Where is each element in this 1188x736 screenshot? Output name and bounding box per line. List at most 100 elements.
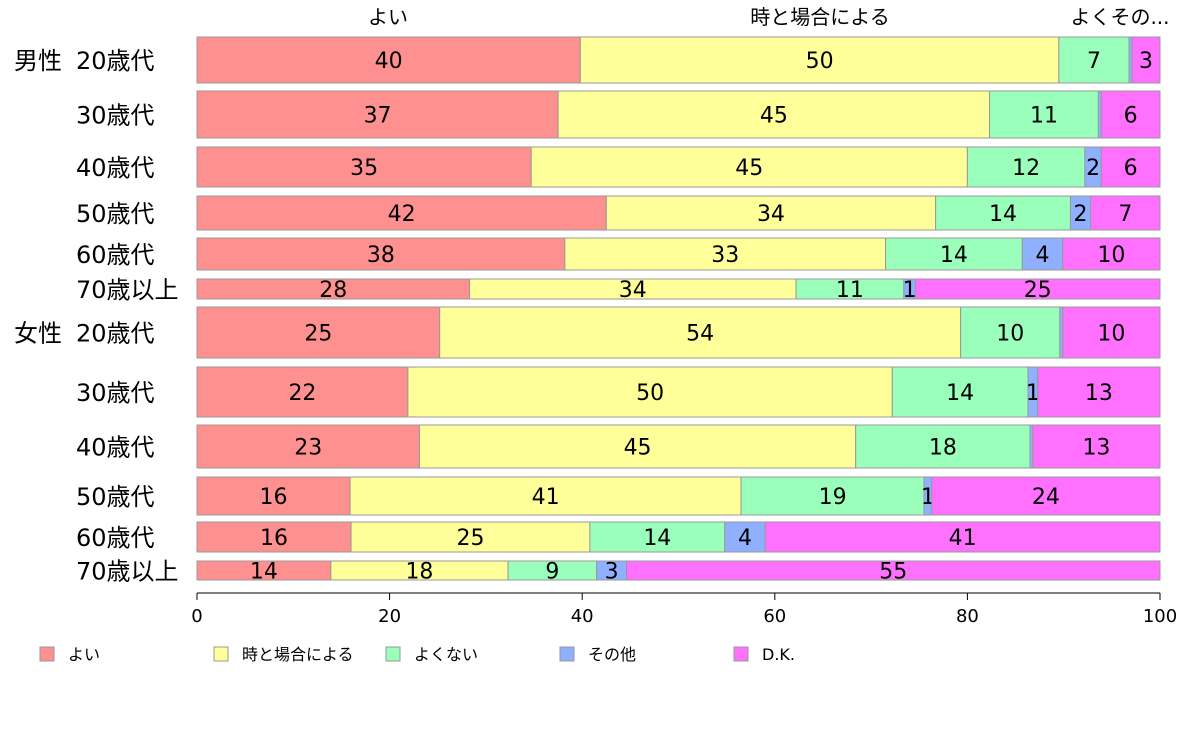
category-label: 20歳代 xyxy=(76,47,155,75)
data-label: 34 xyxy=(757,202,785,227)
x-tick-label: 0 xyxy=(191,606,202,627)
bar-segment xyxy=(885,237,1023,271)
data-label: 28 xyxy=(319,278,347,303)
bar-segment xyxy=(740,476,925,516)
bar-segment xyxy=(439,306,962,359)
bar-segment xyxy=(989,90,1099,139)
data-label: 54 xyxy=(686,322,714,347)
bar-segment xyxy=(196,195,607,231)
data-label: 34 xyxy=(619,278,647,303)
data-label: 10 xyxy=(1097,243,1125,268)
data-label: 50 xyxy=(806,49,834,74)
bar-segment xyxy=(1131,36,1161,84)
data-label: 25 xyxy=(1024,278,1052,303)
category-label: 20歳代 xyxy=(76,320,155,348)
data-label: 13 xyxy=(1082,436,1110,461)
bar-segment xyxy=(724,521,766,553)
category-label: 50歳代 xyxy=(76,483,155,511)
legend-label: D.K. xyxy=(762,645,795,664)
legend-swatch xyxy=(733,646,749,662)
legend-swatch xyxy=(559,646,575,662)
data-label: 2 xyxy=(1074,202,1088,227)
bar-segment xyxy=(1100,146,1161,188)
x-tick-label: 20 xyxy=(378,606,401,627)
group-label: 男性 xyxy=(14,47,62,75)
data-label: 16 xyxy=(260,485,288,510)
bar-segment xyxy=(196,237,566,271)
legend-label: よくない xyxy=(414,645,478,664)
x-tick-label: 40 xyxy=(571,606,594,627)
data-label: 50 xyxy=(636,381,664,406)
bar-segment xyxy=(196,366,409,418)
group-label: 女性 xyxy=(14,320,62,348)
data-label: 9 xyxy=(545,560,559,585)
legend-swatch xyxy=(213,646,229,662)
data-label: 18 xyxy=(405,560,433,585)
data-label: 38 xyxy=(367,243,395,268)
category-label: 30歳代 xyxy=(76,379,155,407)
bars: 40 50 7 337 45 11 635 45 12 2 642 34 14 2 738 33 14 4 1028… xyxy=(196,36,1161,585)
data-label: 7 xyxy=(1118,202,1132,227)
category-label: 60歳代 xyxy=(76,524,155,552)
data-label: 16 xyxy=(260,526,288,551)
bar-segment xyxy=(196,424,420,469)
data-label: 2 xyxy=(1086,156,1100,181)
bar-segment xyxy=(625,560,1161,581)
legend-swatch xyxy=(39,646,55,662)
data-label: 55 xyxy=(879,560,907,585)
data-label: 12 xyxy=(1012,156,1040,181)
top-labels: よい 時と場合による よくその... xyxy=(368,5,1170,29)
data-label: 14 xyxy=(946,381,974,406)
bar-segment xyxy=(196,306,441,359)
bar-segment xyxy=(1062,306,1161,359)
data-label: 25 xyxy=(304,322,332,347)
data-label: 40 xyxy=(375,49,403,74)
bar-segment xyxy=(966,146,1086,188)
data-label: 19 xyxy=(819,485,847,510)
legend-swatch xyxy=(385,646,401,662)
data-label: 35 xyxy=(350,156,378,181)
top-series-label: よい xyxy=(368,5,408,29)
data-label: 24 xyxy=(1032,485,1060,510)
bar-segment xyxy=(935,195,1071,231)
data-label: 33 xyxy=(711,243,739,268)
data-label: 23 xyxy=(294,436,322,461)
top-series-label: 時と場合による xyxy=(750,5,889,29)
data-label: 41 xyxy=(532,485,560,510)
bar-segment xyxy=(1037,366,1161,418)
bar-segment xyxy=(855,424,1031,469)
category-label: 50歳代 xyxy=(76,200,155,228)
data-label: 45 xyxy=(760,104,788,129)
bar-segment xyxy=(1090,195,1161,231)
bar-segment xyxy=(557,90,991,139)
data-label: 1 xyxy=(1026,381,1040,406)
bar-segment xyxy=(1032,424,1161,469)
legend: よい 時と場合による よくない その他 D.K. xyxy=(39,645,795,664)
legend-label: 時と場合による xyxy=(242,645,354,664)
data-label: 3 xyxy=(605,560,619,585)
category-label: 60歳代 xyxy=(76,241,155,269)
bar-segment xyxy=(891,366,1029,418)
category-label: 40歳代 xyxy=(76,434,155,462)
x-axis: 0 20 40 60 80 100 xyxy=(191,592,1177,627)
bar-segment xyxy=(914,278,1161,300)
data-label: 41 xyxy=(949,526,977,551)
bar-segment xyxy=(1021,237,1064,271)
bar-segment xyxy=(1062,237,1161,271)
bar-segment xyxy=(196,36,581,84)
bar-segment xyxy=(931,476,1161,516)
bar-segment xyxy=(349,476,742,516)
x-tick-label: 60 xyxy=(763,606,786,627)
data-label: 14 xyxy=(989,202,1017,227)
data-label: 10 xyxy=(1097,322,1125,347)
data-label: 14 xyxy=(250,560,278,585)
data-label: 37 xyxy=(364,104,392,129)
legend-label: よい xyxy=(68,645,100,664)
data-label: 1 xyxy=(903,278,917,303)
category-label: 40歳代 xyxy=(76,154,155,182)
category-label: 30歳代 xyxy=(76,102,155,130)
data-label: 4 xyxy=(738,526,752,551)
data-label: 11 xyxy=(1030,104,1058,129)
bar-segment xyxy=(579,36,1060,84)
